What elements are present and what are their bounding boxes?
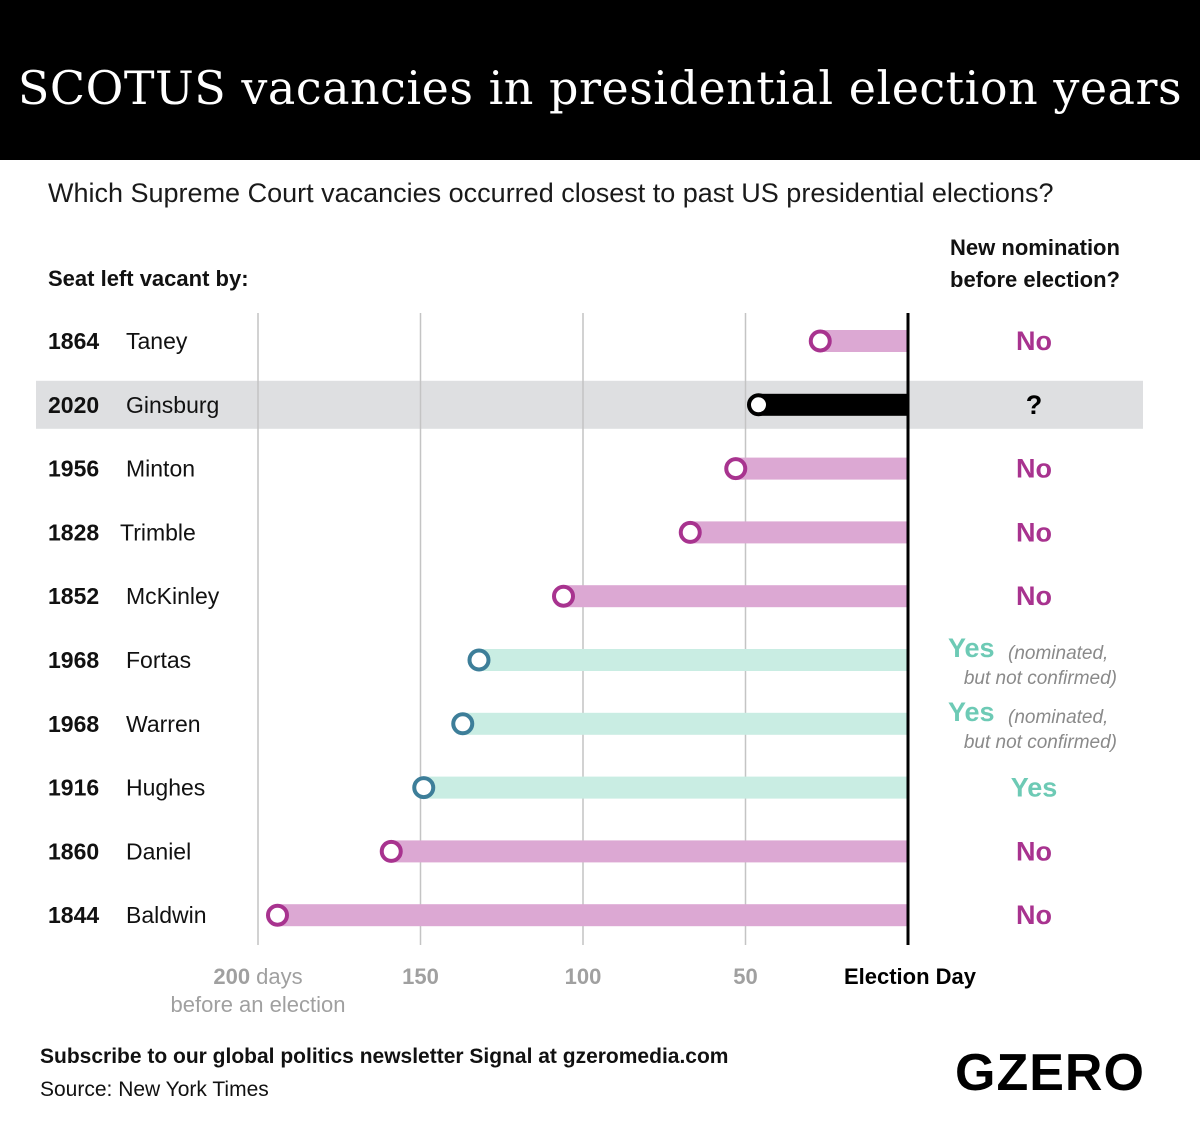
nomination-answer: No [1016, 581, 1052, 611]
row-year: 1852 [48, 583, 99, 609]
newsletter-text: Subscribe to our global politics newslet… [40, 1045, 729, 1068]
bar [563, 585, 908, 608]
page-title: SCOTUS vacancies in presidential electio… [17, 61, 1183, 115]
row-year: 1844 [48, 902, 99, 928]
bar [423, 776, 908, 799]
bar [735, 457, 908, 480]
vacancy-marker [724, 457, 748, 481]
left-column-header: Seat left vacant by: [48, 266, 249, 291]
gzero-logo: GZERO [955, 1044, 1145, 1102]
nomination-answer: No [1016, 326, 1052, 356]
bar [462, 712, 908, 735]
tick-label: 100 [565, 964, 602, 989]
bar [690, 521, 908, 544]
bar [277, 904, 908, 927]
vacancy-marker [747, 393, 770, 417]
answer-note-line2: but not confirmed) [964, 732, 1117, 753]
nomination-answer: No [1016, 454, 1052, 484]
bar [479, 649, 908, 671]
row-name: Fortas [126, 647, 191, 673]
vacancy-marker [808, 329, 832, 353]
row-year: 1864 [48, 328, 99, 354]
chart-subtitle: Which Supreme Court vacancies occurred c… [48, 178, 1054, 208]
right-column-header: New nomination before election? [930, 232, 1140, 296]
vacancy-marker [412, 776, 436, 800]
nomination-answer: Yes [1011, 773, 1058, 803]
bar [391, 840, 908, 863]
row-name: Hughes [126, 775, 205, 801]
row-year: 1916 [48, 775, 99, 801]
vacancy-chart: 1864 Taney No 2020 Ginsburg ? 1956 Minton No 1828… [36, 313, 1143, 1017]
header-bar: SCOTUS vacancies in presidential electio… [0, 0, 1200, 160]
row-year: 2020 [48, 392, 99, 418]
row-name: Daniel [126, 838, 191, 864]
row-year: 1828 [48, 519, 99, 545]
tick-label-unit: before an election [171, 992, 346, 1017]
nomination-answer: No [1016, 517, 1052, 547]
bar [758, 393, 908, 416]
right-column-header-line1: New nomination [950, 235, 1120, 260]
answer-note-line1: (nominated, [1008, 707, 1108, 728]
vacancy-marker [467, 648, 491, 672]
vacancy-marker [678, 520, 702, 544]
tick-label: Election Day [844, 964, 977, 989]
row-name: Warren [126, 711, 201, 737]
tick-label: 150 [402, 964, 439, 989]
vacancy-marker [379, 839, 403, 863]
highlight-row [36, 380, 1143, 429]
row-name: Baldwin [126, 902, 207, 928]
tick-label: 50 [733, 964, 757, 989]
row-name: Minton [126, 456, 195, 482]
nomination-answer: Yes [948, 697, 995, 727]
row-year: 1968 [48, 711, 99, 737]
bar [820, 330, 908, 352]
row-name: Trimble [120, 519, 196, 545]
nomination-answer: Yes [948, 633, 995, 663]
nomination-answer: No [1016, 900, 1052, 930]
vacancy-marker [552, 584, 575, 608]
row-year: 1968 [48, 647, 99, 673]
row-year: 1860 [48, 838, 99, 864]
vacancy-marker [451, 712, 475, 736]
answer-note-line2: but not confirmed) [964, 668, 1117, 689]
nomination-answer: No [1016, 836, 1052, 866]
row-name: Taney [126, 328, 188, 354]
vacancy-marker [266, 903, 289, 927]
right-column-header-line2: before election? [950, 267, 1120, 292]
row-name: McKinley [126, 583, 220, 609]
source-text: Source: New York Times [40, 1078, 269, 1101]
row-year: 1956 [48, 456, 99, 482]
row-name: Ginsburg [126, 392, 219, 418]
nomination-answer: ? [1026, 390, 1043, 420]
answer-note-line1: (nominated, [1008, 643, 1108, 664]
tick-label: 200 days [213, 964, 302, 989]
